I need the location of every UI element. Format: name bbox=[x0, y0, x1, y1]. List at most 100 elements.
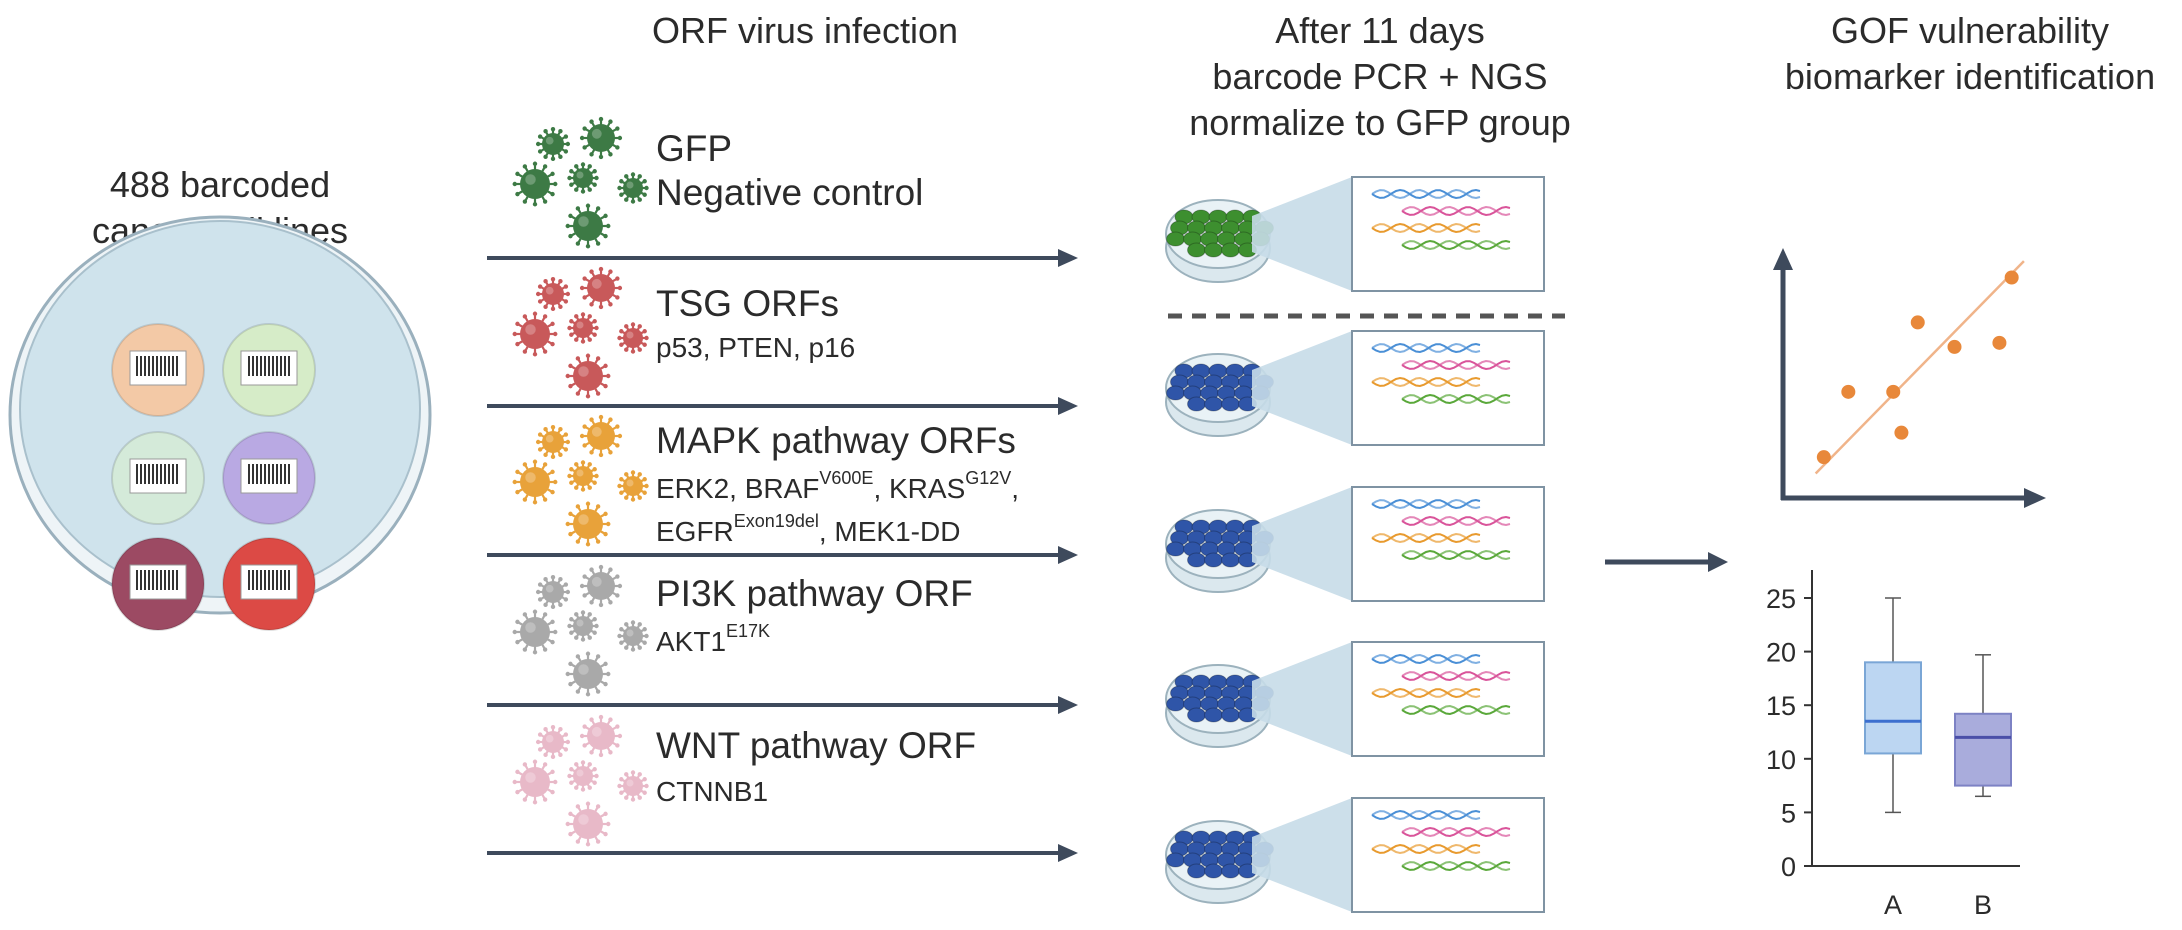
barcode-icon bbox=[247, 356, 291, 376]
cell-line-well bbox=[111, 537, 205, 631]
scatter-point bbox=[1886, 384, 1901, 399]
biomarker-title-line-1: GOF vulnerability bbox=[1830, 10, 2110, 51]
infection-arrows bbox=[487, 249, 1078, 862]
scatter-chart bbox=[1773, 248, 2046, 508]
virus-icon bbox=[535, 724, 571, 760]
scatter-point bbox=[1910, 315, 1925, 330]
orf-group-gfp: GFP Negative control bbox=[656, 128, 923, 214]
dna-barcode-read bbox=[1371, 222, 1481, 234]
biomarker-title-line-2: biomarker identification bbox=[1784, 56, 2156, 97]
dna-barcode-read bbox=[1401, 239, 1511, 251]
orf-name-gfp: GFP bbox=[656, 128, 733, 169]
virus-icon bbox=[512, 161, 558, 207]
scatter-point bbox=[1992, 335, 2007, 350]
virus-icon bbox=[512, 759, 558, 805]
barcode-icon bbox=[136, 464, 180, 484]
biomarker-title: GOF vulnerability biomarker identificati… bbox=[1760, 8, 2180, 100]
scatter-trendline bbox=[1814, 260, 2025, 475]
analysis-arrow bbox=[1605, 552, 1728, 572]
scatter-point bbox=[1841, 384, 1856, 399]
orf-group-wnt: WNT pathway ORF CTNNB1 bbox=[656, 725, 976, 811]
box-y-tick-label: 15 bbox=[1766, 691, 1796, 721]
dna-barcode-read bbox=[1371, 532, 1481, 544]
virus-icon bbox=[617, 172, 649, 204]
zoom-wedge bbox=[1252, 642, 1352, 756]
virus-icon bbox=[512, 311, 558, 357]
virus-icon bbox=[579, 714, 623, 758]
dna-barcode-read bbox=[1371, 376, 1481, 388]
mapk-egfr: EGFR bbox=[656, 516, 734, 547]
mapk-erk2-braf: ERK2, BRAF bbox=[656, 473, 820, 504]
orf-group-pi3k: PI3K pathway ORF AKT1E17K bbox=[656, 573, 973, 664]
orf-group-mapk: MAPK pathway ORFs ERK2, BRAFV600E, KRASG… bbox=[656, 420, 1019, 554]
box-y-tick-label: 0 bbox=[1781, 852, 1796, 882]
virus-icon bbox=[617, 620, 649, 652]
infection-arrow bbox=[487, 844, 1078, 862]
virus-icon bbox=[579, 266, 623, 310]
virus-icon bbox=[512, 609, 558, 655]
scatter-x-arrowhead bbox=[2024, 488, 2046, 508]
cell-line-well bbox=[222, 323, 316, 417]
cell-line-well bbox=[222, 537, 316, 631]
virus-icon bbox=[567, 162, 599, 194]
cell-cluster bbox=[1166, 363, 1274, 412]
zoom-wedge bbox=[1252, 331, 1352, 445]
virus-icon bbox=[565, 501, 611, 547]
box-y-tick-label: 25 bbox=[1766, 584, 1796, 614]
barcode-icon bbox=[136, 570, 180, 590]
dna-barcode-read bbox=[1401, 393, 1511, 405]
sequencing-row bbox=[1165, 176, 1545, 292]
mapk-kras-mutation: G12V bbox=[965, 468, 1012, 488]
scatter-point bbox=[1894, 425, 1909, 440]
barcode-icon bbox=[247, 464, 291, 484]
cell-line-well bbox=[111, 323, 205, 417]
sequencing-panel bbox=[1351, 486, 1545, 602]
scatter-point bbox=[1947, 339, 1962, 354]
virus-icon bbox=[579, 564, 623, 608]
pi3k-akt1-mutation: E17K bbox=[726, 621, 771, 641]
dna-barcode-read bbox=[1401, 704, 1511, 716]
scatter-point bbox=[2004, 270, 2019, 285]
virus-icon bbox=[535, 424, 571, 460]
infection-arrow bbox=[487, 397, 1078, 415]
mapk-comma: , bbox=[1011, 473, 1020, 504]
infection-arrow bbox=[487, 696, 1078, 714]
box-plot-box: B bbox=[1954, 654, 2012, 920]
virus-clusters bbox=[512, 116, 649, 847]
zoom-wedge bbox=[1252, 798, 1352, 912]
dna-barcode-read bbox=[1371, 687, 1481, 699]
cell-lines-title-line-1: 488 barcoded bbox=[109, 164, 331, 205]
orf-group-tsg: TSG ORFs p53, PTEN, p16 bbox=[656, 283, 855, 367]
dna-barcode-read bbox=[1401, 549, 1511, 561]
virus-icon bbox=[579, 116, 623, 160]
box-plot-box: A bbox=[1864, 597, 1922, 920]
sequencing-panel bbox=[1351, 797, 1545, 913]
infection-arrow bbox=[487, 249, 1078, 267]
virus-icon bbox=[535, 574, 571, 610]
infection-arrow bbox=[487, 546, 1078, 564]
sequencing-panel bbox=[1351, 176, 1545, 292]
virus-icon bbox=[567, 610, 599, 642]
virus-icon bbox=[567, 760, 599, 792]
barcode-icon bbox=[247, 570, 291, 590]
virus-icon bbox=[567, 312, 599, 344]
virus-icon bbox=[512, 459, 558, 505]
sequencing-title-line-2: barcode PCR + NGS bbox=[1212, 56, 1548, 97]
zoom-wedge bbox=[1252, 177, 1352, 291]
dna-barcode-read bbox=[1401, 670, 1511, 682]
virus-icon bbox=[565, 651, 611, 697]
infection-title: ORF virus infection bbox=[651, 10, 959, 51]
sequencing-row bbox=[1165, 330, 1545, 446]
sequencing-panel bbox=[1351, 330, 1545, 446]
mapk-egfr-mutation: Exon19del bbox=[733, 511, 819, 531]
cell-lines-dish bbox=[8, 215, 432, 631]
cell-line-well bbox=[222, 431, 316, 525]
dna-barcode-read bbox=[1371, 188, 1481, 200]
sequencing-title-line-3: normalize to GFP group bbox=[1189, 102, 1571, 143]
sequencing-title: After 11 days barcode PCR + NGS normaliz… bbox=[1160, 8, 1600, 146]
orf-name-tsg: TSG ORFs bbox=[656, 283, 839, 324]
dna-barcode-read bbox=[1401, 860, 1511, 872]
virus-icon bbox=[579, 414, 623, 458]
box-y-tick-label: 5 bbox=[1781, 798, 1796, 828]
